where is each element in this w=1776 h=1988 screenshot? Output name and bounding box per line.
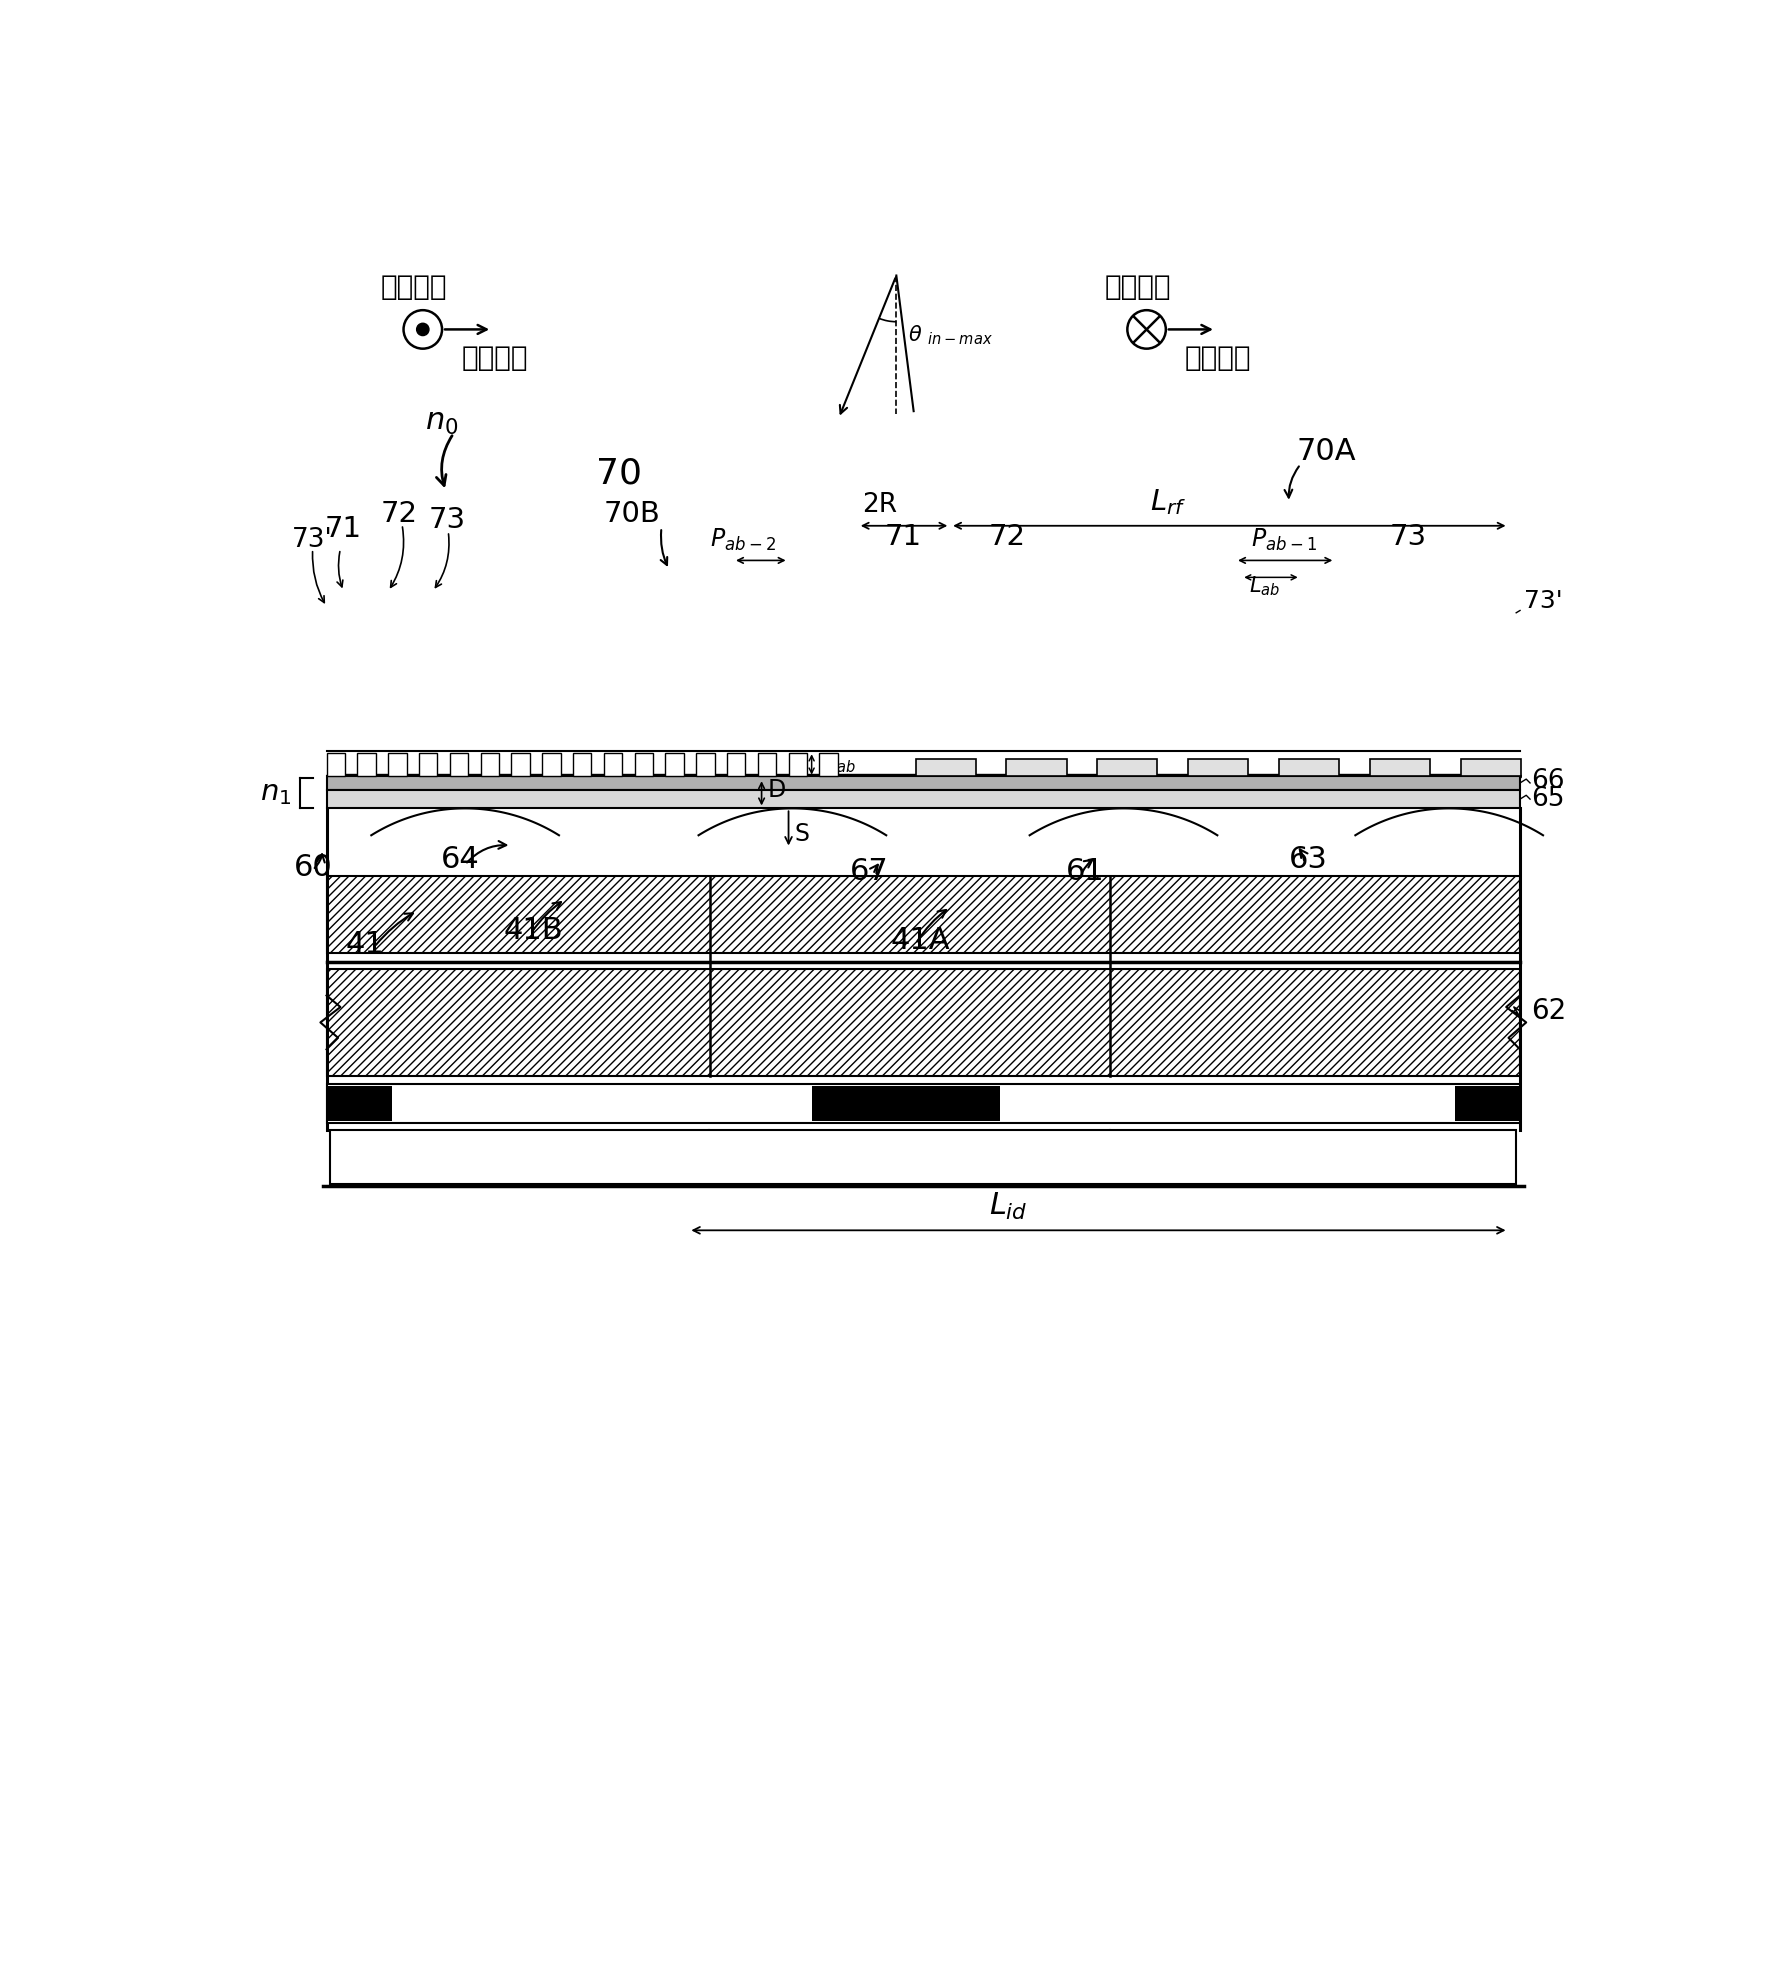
Bar <box>696 753 714 775</box>
Bar <box>327 1083 1520 1123</box>
Text: 70B: 70B <box>604 499 661 529</box>
Bar <box>327 753 345 775</box>
Text: $L_{rf}$: $L_{rf}$ <box>1151 487 1186 517</box>
Text: 第二方向: 第二方向 <box>462 344 527 372</box>
Text: D: D <box>767 777 787 803</box>
Text: $P_{ab-1}$: $P_{ab-1}$ <box>1250 527 1316 553</box>
Text: 2R: 2R <box>861 491 897 519</box>
Bar <box>327 775 1520 779</box>
Bar <box>1369 759 1430 775</box>
Bar <box>726 753 746 775</box>
Bar <box>327 877 1520 952</box>
Text: $n_1$: $n_1$ <box>259 779 291 807</box>
Text: S: S <box>794 821 810 845</box>
Text: 第一方向: 第一方向 <box>380 272 448 300</box>
Bar <box>634 753 654 775</box>
Text: 62: 62 <box>1531 996 1566 1024</box>
Bar <box>1460 759 1520 775</box>
Text: 第一方向: 第一方向 <box>1185 344 1252 372</box>
Text: 71: 71 <box>884 523 922 551</box>
Text: 63: 63 <box>1289 845 1328 875</box>
Bar <box>819 753 838 775</box>
Bar <box>789 753 806 775</box>
Bar <box>1007 759 1067 775</box>
Text: 61: 61 <box>1066 857 1105 887</box>
Bar <box>327 968 1520 1076</box>
Text: 72: 72 <box>380 499 417 529</box>
Bar <box>481 753 499 775</box>
Text: 67: 67 <box>851 857 890 887</box>
Bar <box>666 753 684 775</box>
Text: $n_0$: $n_0$ <box>424 408 458 437</box>
Bar <box>419 753 437 775</box>
Text: 64: 64 <box>440 845 480 875</box>
Text: $\theta$ $_{in-max}$: $\theta$ $_{in-max}$ <box>908 322 993 346</box>
Text: 60: 60 <box>295 853 332 883</box>
Bar <box>327 775 1520 789</box>
Bar <box>1188 759 1249 775</box>
Text: $W_{ab}$: $W_{ab}$ <box>817 751 856 775</box>
Bar <box>327 1085 392 1121</box>
Text: 66: 66 <box>1531 767 1565 793</box>
Bar <box>812 1085 1000 1121</box>
Bar <box>604 753 622 775</box>
Text: 73: 73 <box>428 507 465 535</box>
Text: 72: 72 <box>989 523 1027 551</box>
Bar <box>758 753 776 775</box>
Bar <box>542 753 561 775</box>
Bar <box>574 753 591 775</box>
Bar <box>357 753 377 775</box>
Circle shape <box>417 324 430 336</box>
Text: 41B: 41B <box>504 916 563 944</box>
Text: 第二方向: 第二方向 <box>1105 272 1170 300</box>
Text: 41: 41 <box>346 930 385 958</box>
Bar <box>1279 759 1339 775</box>
Bar <box>389 753 407 775</box>
Text: $L_{ab}$: $L_{ab}$ <box>1249 575 1280 598</box>
Bar <box>449 753 469 775</box>
Text: 70: 70 <box>597 457 643 491</box>
Text: 41A: 41A <box>890 926 950 956</box>
Text: 73: 73 <box>1389 523 1426 551</box>
Text: 73': 73' <box>1524 588 1563 612</box>
Bar <box>511 753 529 775</box>
Bar <box>916 759 975 775</box>
Text: 73': 73' <box>291 527 332 553</box>
Text: $L_{id}$: $L_{id}$ <box>989 1191 1027 1223</box>
Text: $P_{ab-2}$: $P_{ab-2}$ <box>710 527 776 553</box>
Bar <box>1098 759 1158 775</box>
Bar <box>330 1131 1517 1185</box>
Bar <box>1455 1085 1520 1121</box>
Text: 70A: 70A <box>1296 437 1357 467</box>
Bar <box>327 789 1520 809</box>
Text: 65: 65 <box>1531 785 1565 811</box>
Text: 71: 71 <box>325 515 362 543</box>
